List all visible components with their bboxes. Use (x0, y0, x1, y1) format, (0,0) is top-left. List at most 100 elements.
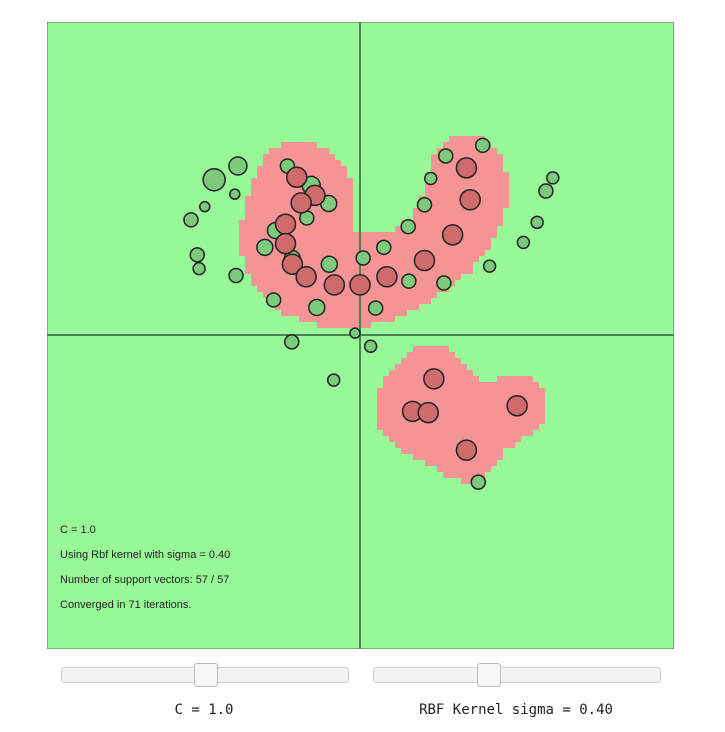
neg-region-cell (383, 412, 389, 418)
neg-region-cell (269, 196, 275, 202)
neg-region-cell (395, 304, 401, 310)
neg-region-cell (533, 388, 539, 394)
data-point-negative (459, 189, 481, 211)
neg-region-cell (389, 238, 395, 244)
neg-region-cell (497, 418, 503, 424)
neg-region-cell (401, 364, 407, 370)
neg-region-cell (269, 256, 275, 262)
neg-region-cell (341, 316, 347, 322)
neg-region-cell (503, 178, 509, 184)
neg-region-cell (269, 280, 275, 286)
c-slider-handle[interactable] (194, 663, 218, 687)
neg-region-cell (497, 448, 503, 454)
neg-region-cell (521, 382, 527, 388)
neg-region-cell (443, 430, 449, 436)
neg-region-cell (263, 160, 269, 166)
neg-region-cell (473, 178, 479, 184)
neg-region-cell (287, 142, 293, 148)
neg-region-cell (485, 160, 491, 166)
neg-region-cell (245, 244, 251, 250)
neg-region-cell (413, 232, 419, 238)
neg-region-cell (275, 280, 281, 286)
neg-region-cell (299, 286, 305, 292)
neg-region-cell (497, 382, 503, 388)
neg-region-cell (293, 154, 299, 160)
neg-region-cell (455, 418, 461, 424)
neg-region-cell (341, 262, 347, 268)
neg-region-cell (431, 184, 437, 190)
neg-region-cell (257, 232, 263, 238)
neg-region-cell (509, 430, 515, 436)
neg-region-cell (341, 178, 347, 184)
neg-region-cell (431, 160, 437, 166)
neg-region-cell (269, 208, 275, 214)
sigma-slider-handle[interactable] (477, 663, 502, 687)
neg-region-cell (419, 292, 425, 298)
neg-region-cell (305, 262, 311, 268)
neg-region-cell (437, 400, 443, 406)
neg-region-cell (395, 250, 401, 256)
neg-region-cell (479, 238, 485, 244)
neg-region-cell (431, 208, 437, 214)
neg-region-cell (443, 412, 449, 418)
neg-region-cell (425, 232, 431, 238)
neg-region-cell (383, 310, 389, 316)
neg-region-cell (389, 316, 395, 322)
neg-region-cell (263, 208, 269, 214)
neg-region-cell (269, 184, 275, 190)
sigma-value-label: RBF Kernel sigma = 0.40 (419, 702, 613, 718)
neg-region-cell (497, 166, 503, 172)
neg-region-cell (443, 424, 449, 430)
neg-region-cell (377, 394, 383, 400)
decision-plot[interactable] (47, 22, 674, 649)
neg-region-cell (449, 190, 455, 196)
c-slider[interactable] (61, 663, 349, 687)
neg-region-cell (437, 418, 443, 424)
neg-region-cell (251, 244, 257, 250)
neg-region-cell (527, 412, 533, 418)
neg-region-cell (275, 172, 281, 178)
neg-region-cell (377, 256, 383, 262)
neg-region-cell (455, 214, 461, 220)
neg-region-cell (293, 214, 299, 220)
svm-canvas[interactable]: C = 1.0 Using Rbf kernel with sigma = 0.… (47, 22, 674, 649)
neg-region-cell (311, 238, 317, 244)
neg-region-cell (503, 418, 509, 424)
neg-region-cell (539, 412, 545, 418)
neg-region-cell (419, 376, 425, 382)
neg-region-cell (299, 244, 305, 250)
data-point-positive (470, 474, 487, 490)
data-point-negative (376, 266, 398, 288)
neg-region-cell (395, 436, 401, 442)
neg-region-cell (353, 304, 359, 310)
neg-region-cell (413, 364, 419, 370)
sigma-slider[interactable] (373, 663, 661, 687)
neg-region-cell (305, 238, 311, 244)
neg-region-cell (389, 382, 395, 388)
neg-region-cell (461, 250, 467, 256)
neg-region-cell (485, 166, 491, 172)
neg-region-cell (269, 160, 275, 166)
neg-region-cell (305, 172, 311, 178)
neg-region-cell (389, 436, 395, 442)
neg-region-cell (443, 376, 449, 382)
neg-region-cell (329, 226, 335, 232)
neg-region-cell (467, 430, 473, 436)
neg-region-cell (449, 274, 455, 280)
neg-region-cell (443, 268, 449, 274)
neg-region-cell (281, 292, 287, 298)
support-vectors-text: Number of support vectors: 57 / 57 (60, 574, 230, 586)
neg-region-cell (323, 166, 329, 172)
neg-region-cell (245, 214, 251, 220)
neg-region-cell (515, 430, 521, 436)
neg-region-cell (389, 376, 395, 382)
neg-region-cell (419, 424, 425, 430)
neg-region-cell (245, 262, 251, 268)
neg-region-cell (467, 184, 473, 190)
neg-region-cell (461, 142, 467, 148)
neg-region-cell (245, 238, 251, 244)
neg-region-cell (341, 196, 347, 202)
neg-region-cell (341, 274, 347, 280)
neg-region-cell (431, 220, 437, 226)
neg-region-cell (443, 394, 449, 400)
